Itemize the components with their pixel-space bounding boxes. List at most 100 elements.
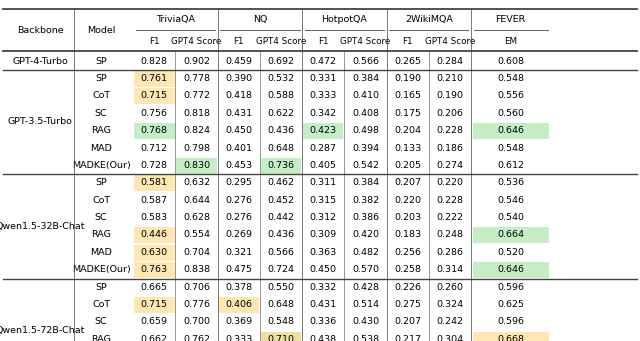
Text: 0.304: 0.304 — [436, 335, 463, 341]
Text: 0.588: 0.588 — [268, 91, 294, 100]
Bar — [218, 297, 259, 313]
Text: 0.418: 0.418 — [225, 91, 252, 100]
Text: 0.226: 0.226 — [394, 283, 421, 292]
Text: 0.287: 0.287 — [310, 144, 337, 152]
Text: 0.659: 0.659 — [141, 317, 168, 326]
Text: 0.778: 0.778 — [183, 74, 210, 83]
Text: 0.276: 0.276 — [225, 213, 252, 222]
Text: 0.436: 0.436 — [268, 231, 294, 239]
Text: 0.384: 0.384 — [352, 178, 379, 187]
Text: 0.498: 0.498 — [352, 126, 379, 135]
Text: 0.222: 0.222 — [436, 213, 463, 222]
Bar — [134, 245, 175, 261]
Bar — [134, 175, 175, 191]
Text: 0.818: 0.818 — [183, 109, 210, 118]
Text: RAG: RAG — [91, 126, 111, 135]
Bar — [260, 158, 301, 174]
Text: 0.824: 0.824 — [183, 126, 210, 135]
Text: RAG: RAG — [91, 231, 111, 239]
Text: 0.596: 0.596 — [497, 317, 524, 326]
Text: 0.706: 0.706 — [183, 283, 210, 292]
Text: 0.220: 0.220 — [436, 178, 463, 187]
Text: 0.710: 0.710 — [268, 335, 294, 341]
Bar — [472, 262, 549, 278]
Text: 0.548: 0.548 — [497, 144, 524, 152]
Text: 0.776: 0.776 — [183, 300, 210, 309]
Bar — [303, 123, 344, 139]
Text: 0.331: 0.331 — [310, 74, 337, 83]
Text: 0.704: 0.704 — [183, 248, 210, 257]
Text: 0.712: 0.712 — [141, 144, 168, 152]
Text: 0.646: 0.646 — [497, 265, 524, 274]
Text: 0.408: 0.408 — [352, 109, 379, 118]
Text: 0.275: 0.275 — [394, 300, 421, 309]
Text: Backbone: Backbone — [17, 26, 63, 35]
Text: 0.538: 0.538 — [352, 335, 379, 341]
Text: F1: F1 — [234, 37, 244, 46]
Text: 0.761: 0.761 — [141, 74, 168, 83]
Text: 0.336: 0.336 — [310, 317, 337, 326]
Text: 0.768: 0.768 — [141, 126, 168, 135]
Text: 0.462: 0.462 — [268, 178, 294, 187]
Text: CoT: CoT — [92, 91, 110, 100]
Text: 0.830: 0.830 — [183, 161, 210, 170]
Text: 0.724: 0.724 — [268, 265, 294, 274]
Text: 0.269: 0.269 — [225, 231, 252, 239]
Text: 0.175: 0.175 — [394, 109, 421, 118]
Text: 0.628: 0.628 — [183, 213, 210, 222]
Text: Qwen1.5-32B-Chat: Qwen1.5-32B-Chat — [0, 222, 85, 231]
Bar — [134, 71, 175, 87]
Text: 0.453: 0.453 — [225, 161, 252, 170]
Text: F1: F1 — [149, 37, 159, 46]
Text: 0.265: 0.265 — [394, 57, 421, 65]
Text: 0.581: 0.581 — [141, 178, 168, 187]
Text: 0.260: 0.260 — [436, 283, 463, 292]
Text: 0.378: 0.378 — [225, 283, 252, 292]
Text: 0.394: 0.394 — [352, 144, 379, 152]
Text: 0.715: 0.715 — [141, 300, 168, 309]
Text: SP: SP — [95, 283, 107, 292]
Text: 0.274: 0.274 — [436, 161, 463, 170]
Text: 0.431: 0.431 — [225, 109, 252, 118]
Text: 0.436: 0.436 — [268, 126, 294, 135]
Text: 0.450: 0.450 — [310, 265, 337, 274]
Text: 0.258: 0.258 — [394, 265, 421, 274]
Text: 0.321: 0.321 — [225, 248, 252, 257]
Text: 0.664: 0.664 — [497, 231, 524, 239]
Text: 0.554: 0.554 — [183, 231, 210, 239]
Text: 0.536: 0.536 — [497, 178, 524, 187]
Bar — [260, 332, 301, 341]
Text: 0.242: 0.242 — [436, 317, 463, 326]
Text: FEVER: FEVER — [495, 15, 526, 24]
Text: 0.312: 0.312 — [310, 213, 337, 222]
Text: 0.382: 0.382 — [352, 196, 379, 205]
Text: 0.700: 0.700 — [183, 317, 210, 326]
Text: 0.762: 0.762 — [183, 335, 210, 341]
Text: NQ: NQ — [253, 15, 267, 24]
Text: 0.514: 0.514 — [352, 300, 379, 309]
Text: 0.646: 0.646 — [497, 126, 524, 135]
Text: 0.386: 0.386 — [352, 213, 379, 222]
Text: 0.482: 0.482 — [352, 248, 379, 257]
Text: GPT4 Score: GPT4 Score — [425, 37, 475, 46]
Text: 0.662: 0.662 — [141, 335, 168, 341]
Text: F1: F1 — [318, 37, 328, 46]
Text: 0.276: 0.276 — [225, 196, 252, 205]
Text: 0.665: 0.665 — [141, 283, 168, 292]
Text: 0.384: 0.384 — [352, 74, 379, 83]
Text: SP: SP — [95, 178, 107, 187]
Text: 0.431: 0.431 — [310, 300, 337, 309]
Text: 0.220: 0.220 — [394, 196, 421, 205]
Text: F1: F1 — [403, 37, 413, 46]
Text: HotpotQA: HotpotQA — [321, 15, 367, 24]
Bar — [472, 227, 549, 243]
Text: 0.902: 0.902 — [183, 57, 210, 65]
Text: 0.728: 0.728 — [141, 161, 168, 170]
Text: SP: SP — [95, 74, 107, 83]
Bar — [472, 123, 549, 139]
Text: EM: EM — [504, 37, 517, 46]
Text: 0.332: 0.332 — [310, 283, 337, 292]
Text: 0.256: 0.256 — [394, 248, 421, 257]
Text: GPT4 Score: GPT4 Score — [172, 37, 221, 46]
Text: 0.756: 0.756 — [141, 109, 168, 118]
